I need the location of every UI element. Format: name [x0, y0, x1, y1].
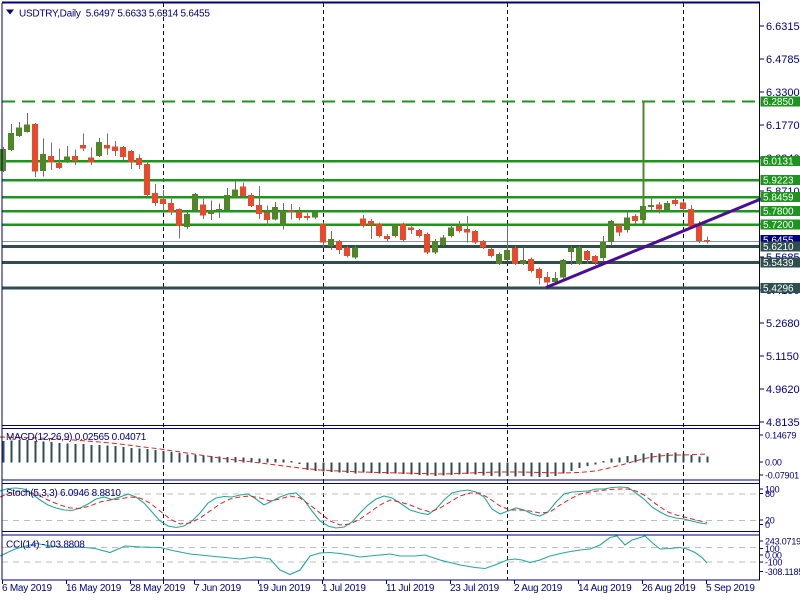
svg-text:100: 100 [765, 485, 780, 495]
svg-text:1 Jul 2019: 1 Jul 2019 [322, 583, 366, 594]
svg-text:20: 20 [765, 516, 775, 526]
svg-text:6 May 2019: 6 May 2019 [2, 583, 52, 594]
svg-text:7 Jun 2019: 7 Jun 2019 [194, 583, 242, 594]
svg-text:5.6455: 5.6455 [763, 236, 794, 247]
svg-text:28 May 2019: 28 May 2019 [130, 583, 186, 594]
svg-text:5 Sep 2019: 5 Sep 2019 [706, 583, 755, 594]
svg-text:5.8459: 5.8459 [763, 193, 794, 204]
svg-text:14 Aug 2019: 14 Aug 2019 [578, 583, 632, 594]
svg-text:0.14679: 0.14679 [765, 431, 796, 441]
svg-text:-0.07901: -0.07901 [765, 471, 799, 481]
svg-text:5.1150: 5.1150 [766, 351, 799, 363]
svg-text:5.9223: 5.9223 [763, 176, 794, 187]
svg-text:23 Jul 2019: 23 Jul 2019 [450, 583, 500, 594]
svg-text:80: 80 [765, 489, 775, 499]
svg-text:6.6315: 6.6315 [766, 21, 800, 33]
svg-text:6.0131: 6.0131 [763, 157, 794, 168]
svg-text:6.3300: 6.3300 [766, 87, 800, 99]
svg-text:19 Jun 2019: 19 Jun 2019 [258, 583, 311, 594]
svg-text:CCI(14) -103.8808: CCI(14) -103.8808 [6, 540, 85, 551]
svg-text:243.0719: 243.0719 [765, 537, 800, 547]
svg-text:4.8135: 4.8135 [766, 417, 800, 429]
svg-text:5.7800: 5.7800 [763, 207, 794, 218]
svg-text:0.00: 0.00 [765, 458, 782, 468]
svg-text:5.5439: 5.5439 [763, 258, 794, 269]
svg-text:0: 0 [765, 520, 770, 530]
svg-text:5.2680: 5.2680 [766, 318, 800, 330]
svg-text:26 Aug 2019: 26 Aug 2019 [642, 583, 696, 594]
svg-text:6.4785: 6.4785 [766, 54, 800, 66]
svg-text:0.00: 0.00 [765, 551, 782, 561]
svg-text:-100: -100 [765, 558, 782, 568]
svg-text:5.7200: 5.7200 [763, 220, 794, 231]
svg-text:USDTRY,Daily 5.6497 5.6633 5.: USDTRY,Daily 5.6497 5.6633 5.6314 5.6455 [19, 9, 210, 20]
svg-text:11 Jul 2019: 11 Jul 2019 [386, 583, 435, 594]
svg-text:16 May 2019: 16 May 2019 [66, 583, 122, 594]
svg-text:6.2850: 6.2850 [763, 97, 794, 108]
svg-text:2 Aug 2019: 2 Aug 2019 [514, 583, 563, 594]
svg-text:4.9620: 4.9620 [766, 384, 800, 396]
svg-text:100: 100 [765, 544, 780, 554]
svg-text:-308.1185: -308.1185 [765, 567, 800, 577]
svg-text:6.1770: 6.1770 [766, 120, 800, 132]
svg-text:5.6210: 5.6210 [763, 242, 794, 253]
svg-text:MACD(12,26,9) 0.02565 0.04071: MACD(12,26,9) 0.02565 0.04071 [6, 432, 147, 443]
svg-text:5.4296: 5.4296 [763, 284, 794, 295]
svg-text:Stoch(5,3,3) 6.0946 8.8810: Stoch(5,3,3) 6.0946 8.8810 [6, 488, 121, 499]
